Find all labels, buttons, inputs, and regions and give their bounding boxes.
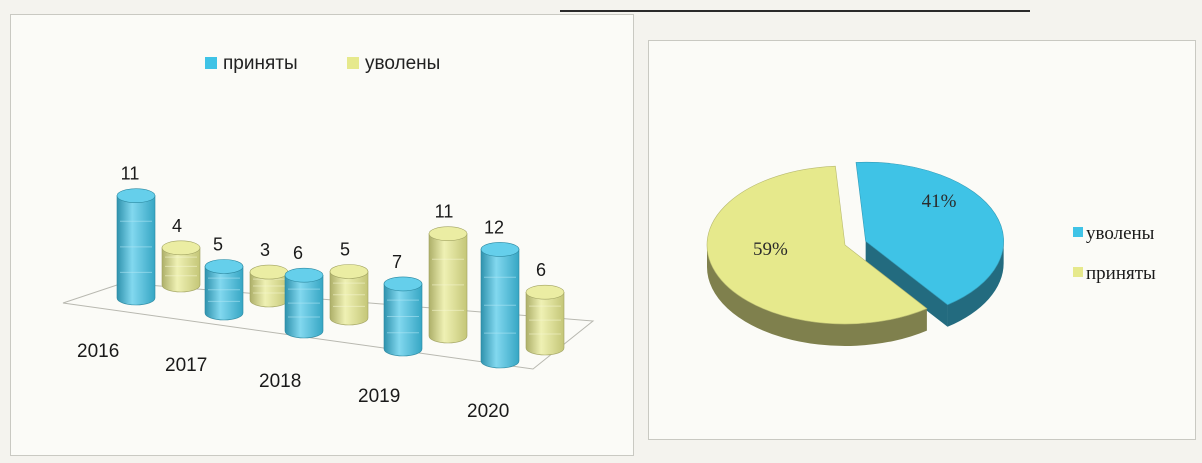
legend-label: уволены: [365, 53, 440, 74]
data-label: 5: [213, 235, 223, 255]
bar-chart: приняты уволены 4 11 3 5 5 6 11 7 6 12 2016 2017 2018 2…: [62, 53, 595, 422]
data-label: 5: [340, 240, 350, 260]
pie-percent-label: 59%: [753, 239, 788, 260]
legend-label: приняты: [1086, 263, 1156, 284]
pie-chart: 41% 59% уволены приняты: [706, 161, 1156, 347]
data-label: 7: [392, 252, 402, 272]
category-label: 2016: [77, 341, 119, 362]
category-label: 2020: [467, 401, 509, 422]
bar-2020-приняты: [480, 242, 520, 369]
data-label: 6: [293, 243, 303, 263]
data-label: 11: [121, 164, 140, 184]
pie-slice-приняты: [706, 165, 928, 347]
pie-chart-panel: 41% 59% уволены приняты: [648, 40, 1196, 440]
bar-2019-уволены: [428, 226, 468, 344]
category-label: 2019: [358, 386, 400, 407]
bar-chart-panel: приняты уволены 4 11 3 5 5 6 11 7 6 12 2016 2017 2018 2…: [10, 14, 634, 456]
bar-2020-уволены: [525, 284, 565, 356]
pie-percent-label: 41%: [922, 191, 957, 212]
legend-label: приняты: [223, 53, 298, 74]
bar-2019-приняты: [383, 276, 423, 357]
bar-2016-приняты: [116, 188, 156, 306]
legend-swatch: [1073, 267, 1083, 277]
chart-floor: [62, 282, 595, 370]
data-label: 4: [172, 216, 182, 236]
title-underline: [560, 0, 1030, 12]
legend-label: уволены: [1086, 223, 1155, 244]
data-label: 6: [536, 260, 546, 280]
category-label: 2017: [165, 355, 207, 376]
data-label: 11: [435, 202, 454, 222]
legend: приняты уволены: [205, 53, 440, 74]
legend-swatch: [347, 57, 359, 69]
data-label: 12: [484, 217, 504, 237]
category-label: 2018: [259, 371, 301, 392]
data-label: 3: [260, 240, 270, 260]
bar-2018-приняты: [284, 267, 324, 339]
pie-slice-уволены: [855, 161, 1004, 327]
bar-2017-приняты: [204, 259, 244, 321]
legend-swatch: [205, 57, 217, 69]
bar-2017-уволены: [249, 264, 289, 308]
bar-2016-уволены: [161, 240, 201, 293]
bar-2018-уволены: [329, 264, 369, 326]
legend-swatch: [1073, 227, 1083, 237]
